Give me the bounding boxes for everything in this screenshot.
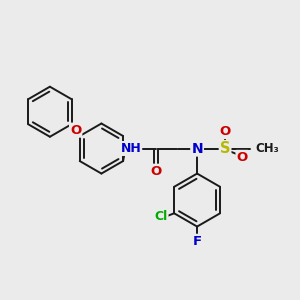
Text: NH: NH [121,142,141,155]
Text: O: O [151,165,162,178]
Text: Cl: Cl [154,210,167,223]
Text: O: O [220,125,231,138]
Text: O: O [236,151,248,164]
Text: N: N [191,142,203,155]
Text: S: S [220,141,230,156]
Text: CH₃: CH₃ [255,142,279,155]
Text: O: O [70,124,81,136]
Text: F: F [193,235,202,248]
